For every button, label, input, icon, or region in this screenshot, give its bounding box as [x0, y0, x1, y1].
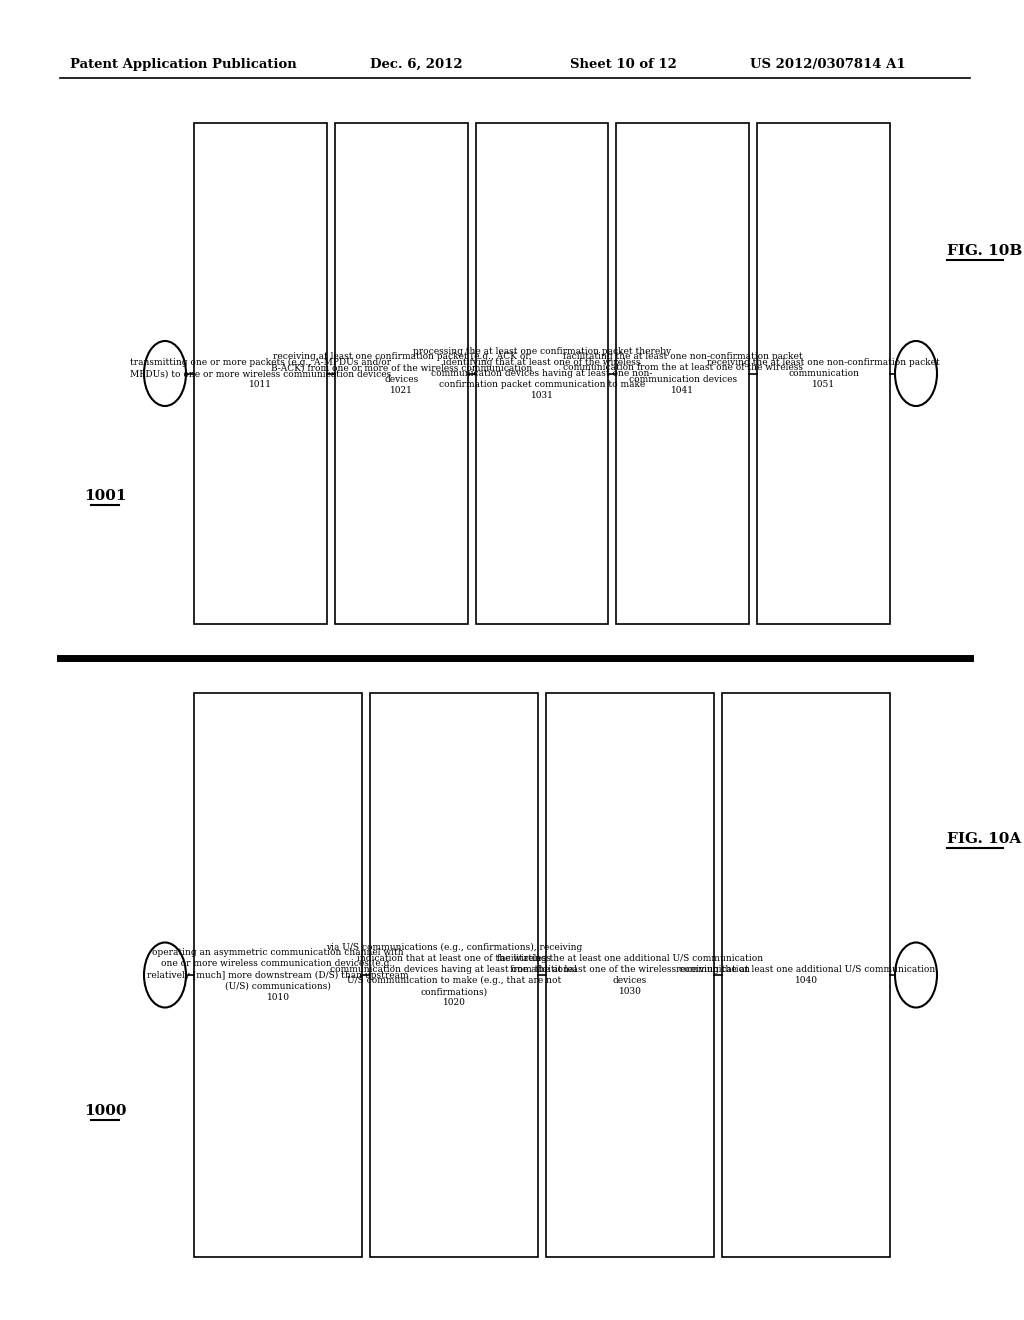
Text: FIG. 10B: FIG. 10B: [947, 244, 1022, 257]
Text: via U/S communications (e.g., confirmations), receiving
indication that at least: via U/S communications (e.g., confirmati…: [326, 942, 582, 1007]
Bar: [616, 123, 750, 624]
Text: transmitting one or more packets (e.g., A-MPDUs and/or
MPDUs) to one or more wir: transmitting one or more packets (e.g., …: [130, 358, 391, 389]
Text: US 2012/0307814 A1: US 2012/0307814 A1: [750, 58, 905, 71]
Bar: [194, 693, 362, 1257]
Text: receiving the at least one non-confirmation packet
communication
1051: receiving the at least one non-confirmat…: [708, 358, 940, 389]
Text: 1001: 1001: [84, 488, 126, 503]
Bar: [335, 123, 468, 624]
Text: operating an asymmetric communication channel with
one or more wireless communic: operating an asymmetric communication ch…: [147, 948, 409, 1002]
Bar: [370, 693, 538, 1257]
Text: receiving the at least one additional U/S communication
1040: receiving the at least one additional U/…: [677, 965, 936, 985]
Bar: [546, 693, 714, 1257]
Text: Dec. 6, 2012: Dec. 6, 2012: [370, 58, 463, 71]
Bar: [757, 123, 890, 624]
Text: Sheet 10 of 12: Sheet 10 of 12: [570, 58, 677, 71]
Text: receiving at least one confirmation packet (e.g., ACK or
B-ACK) from one or more: receiving at least one confirmation pack…: [270, 352, 531, 395]
Text: facilitating the at least one additional U/S communication
from the at least one: facilitating the at least one additional…: [497, 954, 763, 997]
Text: facilitating the at least one non-confirmation packet
communication from the at : facilitating the at least one non-confir…: [563, 352, 803, 395]
Bar: [194, 123, 327, 624]
Text: FIG. 10A: FIG. 10A: [947, 832, 1021, 846]
Text: processing the at least one confirmation packet thereby
identifying that at leas: processing the at least one confirmation…: [413, 347, 671, 400]
Text: Patent Application Publication: Patent Application Publication: [70, 58, 297, 71]
Bar: [722, 693, 890, 1257]
Bar: [475, 123, 608, 624]
Text: 1000: 1000: [84, 1105, 126, 1118]
